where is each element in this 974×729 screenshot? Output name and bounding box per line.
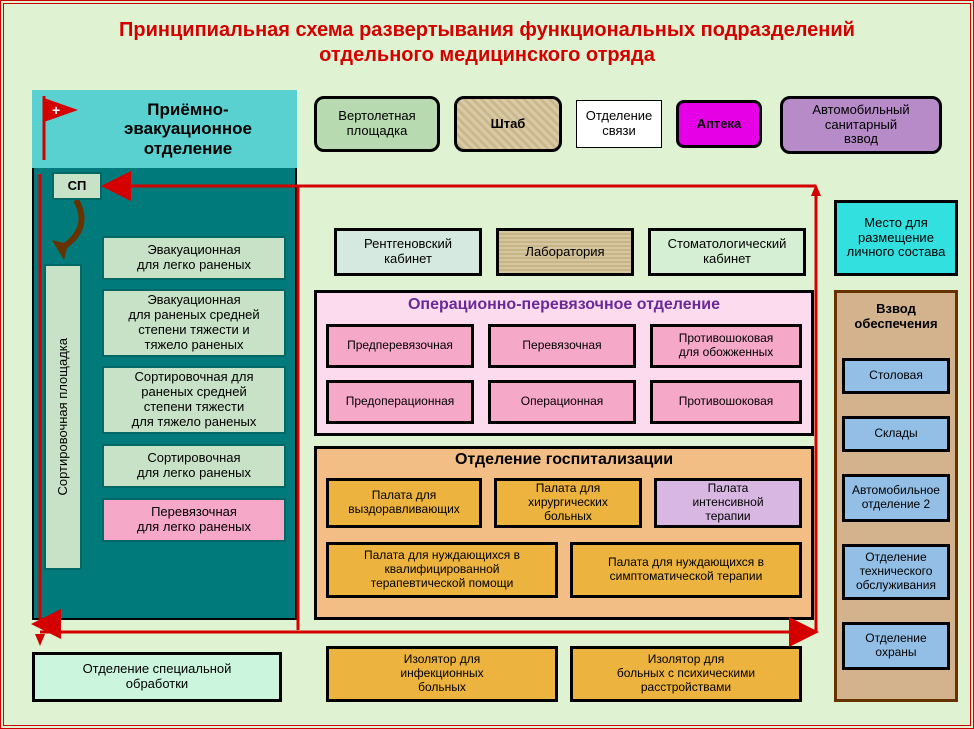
op-r1c1: Операционная <box>488 380 636 424</box>
diag-xray: Рентгеновский кабинет <box>334 228 482 276</box>
recv-room-4: Перевязочная для легко раненых <box>102 498 286 542</box>
recv-room-1: Эвакуационная для раненых средней степен… <box>102 289 286 357</box>
supply-2: Автомобильное отделение 2 <box>842 474 950 522</box>
top-comm: Отделение связи <box>576 100 662 148</box>
special-proc: Отделение специальной обработки <box>32 652 282 702</box>
top-auto: Автомобильный санитарный взвод <box>780 96 942 154</box>
recv-room-3: Сортировочная для легко раненых <box>102 444 286 488</box>
hosp-r2-0: Палата для нуждающихся в квалифицированн… <box>326 542 558 598</box>
personnel-place: Место для размещение личного состава <box>834 200 958 276</box>
isolator-0: Изолятор для инфекционных больных <box>326 646 558 702</box>
title-line2: отдельного медицинского отряда <box>319 44 655 66</box>
title-line1: Принципиальная схема развертывания функц… <box>119 19 855 41</box>
diag-lab: Лаборатория <box>496 228 634 276</box>
top-heli: Вертолетная площадка <box>314 96 440 152</box>
supply-3: Отделение технического обслуживания <box>842 544 950 600</box>
hosp-r2-1: Палата для нуждающихся в симптоматическо… <box>570 542 802 598</box>
top-hq: Штаб <box>454 96 562 152</box>
sp-box: СП <box>52 172 102 200</box>
recv-room-2: Сортировочная для раненых средней степен… <box>102 366 286 434</box>
supply-0: Столовая <box>842 358 950 394</box>
hosp-r1-1: Палата для хирургических больных <box>494 478 642 528</box>
recv-room-0: Эвакуационная для легко раненых <box>102 236 286 280</box>
isolator-1: Изолятор для больных с психическими расс… <box>570 646 802 702</box>
op-header: Операционно-перевязочное отделение <box>314 292 814 318</box>
diagram-root: Принципиальная схема развертывания функц… <box>0 0 974 729</box>
diag-dental: Стоматологический кабинет <box>648 228 806 276</box>
supply-1: Склады <box>842 416 950 452</box>
sort-area: Сортировочная площадка <box>44 264 82 570</box>
supply-4: Отделение охраны <box>842 622 950 670</box>
op-r0c2: Противошоковая для обожженных <box>650 324 802 368</box>
op-r0c0: Предперевязочная <box>326 324 474 368</box>
reception-header: Приёмно- эвакуационное отделение <box>82 92 294 166</box>
op-r1c0: Предоперационная <box>326 380 474 424</box>
supply-header: Взвод обеспечения <box>834 294 958 340</box>
hosp-r1-0: Палата для выздоравливающих <box>326 478 482 528</box>
svg-text:+: + <box>52 102 60 118</box>
flag-icon: + <box>38 96 82 162</box>
page-title: Принципиальная схема развертывания функц… <box>4 18 970 68</box>
op-r1c2: Противошоковая <box>650 380 802 424</box>
hosp-r1-2: Палата интенсивной терапии <box>654 478 802 528</box>
top-pharmacy: Аптека <box>676 100 762 148</box>
op-r0c1: Перевязочная <box>488 324 636 368</box>
hosp-header: Отделение госпитализации <box>314 448 814 472</box>
sp-arrow-icon <box>42 200 102 270</box>
sort-area-label: Сортировочная площадка <box>56 338 71 496</box>
